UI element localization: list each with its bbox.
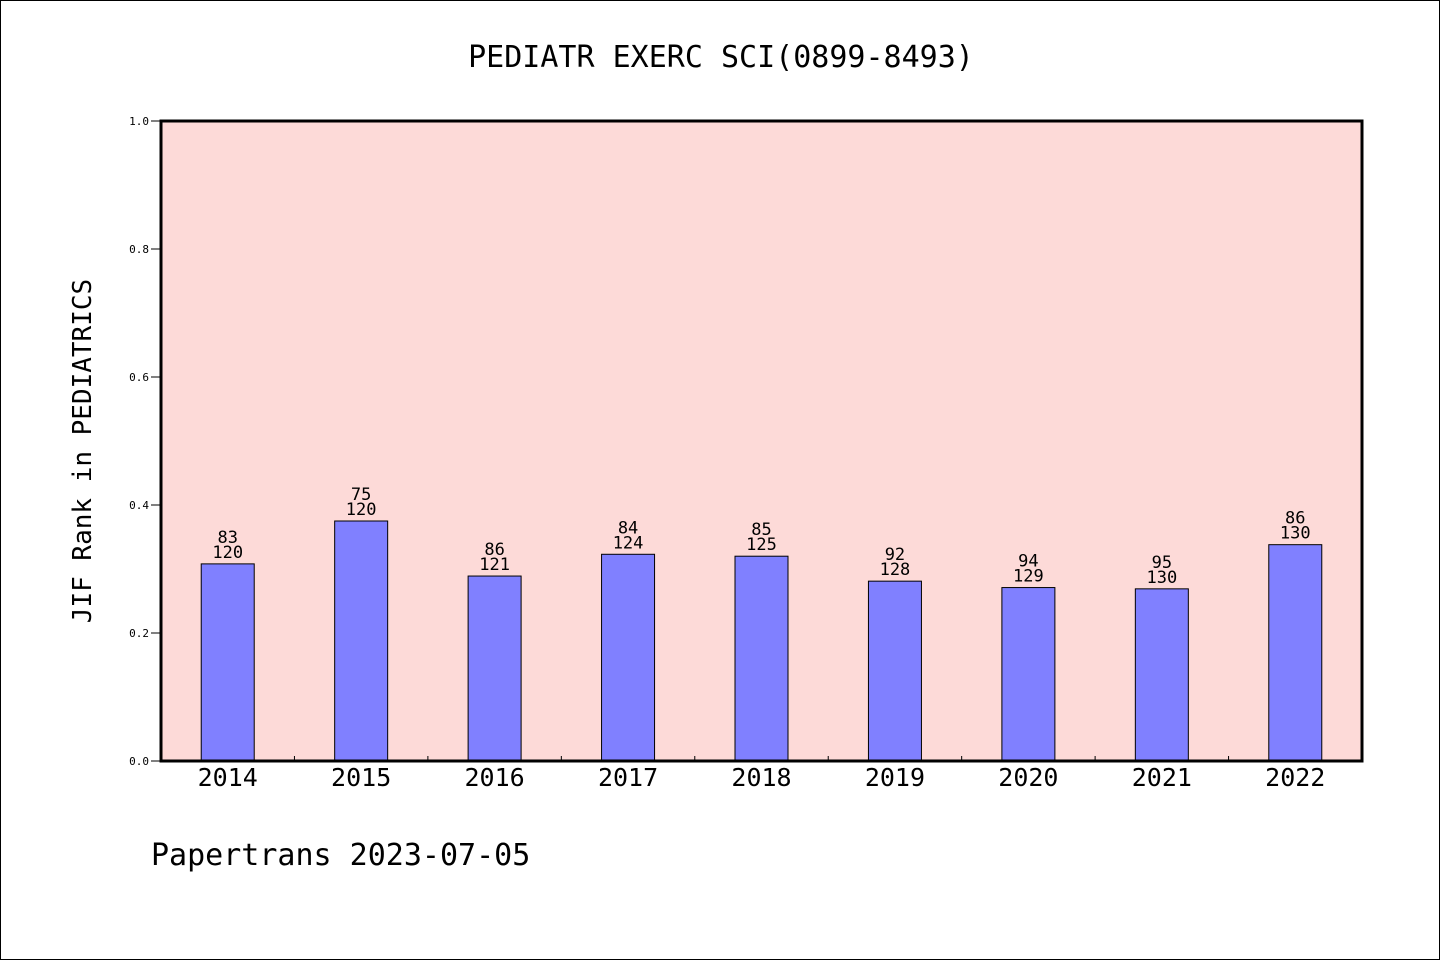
bar-label-total: 128 bbox=[880, 560, 911, 580]
x-tick-label: 2015 bbox=[331, 763, 391, 792]
bar-2021 bbox=[1134, 588, 1189, 762]
y-axis-label: JIF Rank in PEDIATRICS bbox=[68, 279, 98, 623]
x-tick-label: 2017 bbox=[598, 763, 658, 792]
bar-label-total: 130 bbox=[1280, 524, 1311, 544]
y-tick-label: 0.2 bbox=[129, 627, 149, 640]
bar-label-total: 121 bbox=[479, 555, 510, 575]
x-tick-label: 2020 bbox=[998, 763, 1058, 792]
bar-2020 bbox=[1001, 587, 1056, 762]
bar-label-rank: 92 bbox=[885, 545, 905, 565]
bar-2015 bbox=[334, 520, 389, 762]
bars-group bbox=[200, 520, 1323, 762]
y-tick-label: 0.8 bbox=[129, 243, 149, 256]
bar-2017 bbox=[601, 553, 656, 762]
y-tick-label: 0.6 bbox=[129, 371, 149, 384]
bar-2018 bbox=[734, 555, 789, 762]
bar-label-total: 130 bbox=[1146, 568, 1177, 588]
bar-label-total: 124 bbox=[613, 533, 644, 553]
bar-label-total: 120 bbox=[346, 500, 377, 520]
bar-label-rank: 86 bbox=[484, 540, 504, 560]
bar-label-total: 129 bbox=[1013, 567, 1044, 587]
bar-label-rank: 83 bbox=[217, 528, 237, 548]
bar-2014 bbox=[200, 563, 255, 762]
x-tick-label: 2021 bbox=[1132, 763, 1192, 792]
bar-label-rank: 85 bbox=[751, 520, 771, 540]
y-tick-label: 0.4 bbox=[129, 499, 149, 512]
x-tick-label: 2016 bbox=[465, 763, 525, 792]
bar-label-total: 125 bbox=[746, 535, 777, 555]
x-tick-label: 2019 bbox=[865, 763, 925, 792]
x-tick-label: 2022 bbox=[1265, 763, 1325, 792]
bar-label-rank: 75 bbox=[351, 485, 371, 505]
bar-2022 bbox=[1268, 544, 1323, 762]
plot-border bbox=[159, 119, 1364, 763]
y-tick-label: 0.0 bbox=[129, 755, 149, 768]
footer-credit: Papertrans 2023-07-05 bbox=[151, 838, 530, 873]
y-axis: 0.0 0.2 0.4 0.6 0.8 1.0 bbox=[129, 115, 161, 768]
bar-2019 bbox=[867, 580, 922, 762]
x-axis: 2014 2015 2016 2017 2018 2019 2020 2021 2022 bbox=[198, 756, 1325, 792]
x-tick-label: 2014 bbox=[198, 763, 258, 792]
bar-label-rank: 86 bbox=[1285, 509, 1305, 529]
bar-label-total: 120 bbox=[212, 543, 243, 563]
bar-2016 bbox=[467, 575, 522, 762]
bar-label-rank: 95 bbox=[1152, 553, 1172, 573]
y-tick-label: 1.0 bbox=[129, 115, 149, 128]
bar-label-rank: 94 bbox=[1018, 552, 1038, 572]
bar-label-rank: 84 bbox=[618, 518, 638, 538]
x-tick-label: 2018 bbox=[731, 763, 791, 792]
chart-title: PEDIATR EXERC SCI(0899-8493) bbox=[468, 40, 974, 75]
